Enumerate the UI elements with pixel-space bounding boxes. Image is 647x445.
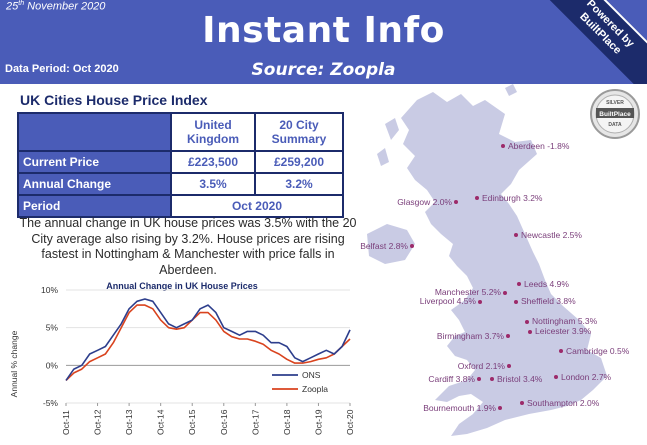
- northern-ireland-shape: [367, 224, 415, 264]
- city-dot: [410, 244, 414, 248]
- city-label: Bristol 3.4%: [497, 374, 543, 384]
- table-header-row: United Kingdom 20 City Summary: [17, 112, 344, 152]
- city-dot: [490, 377, 494, 381]
- city-label: London 2.7%: [561, 372, 612, 382]
- city-label: Belfast 2.8%: [360, 241, 408, 251]
- chart-series: [65, 298, 351, 381]
- chart-x-ticks: Oct-11 Oct-12 Oct-13 Oct-14 Oct-15 Oct-16 Oct-…: [61, 403, 355, 435]
- city-annual-change: 3.2%: [254, 172, 344, 196]
- city-label: Leicester 3.9%: [535, 326, 592, 336]
- city-dot: [517, 282, 521, 286]
- chart-x-tick-label: Oct-19: [313, 409, 323, 435]
- city-dot: [498, 406, 502, 410]
- chart-gridlines: [66, 289, 350, 404]
- city-dot: [525, 320, 529, 324]
- city-label: Cambridge 0.5%: [566, 346, 630, 356]
- seal-middle-text: BuiltPlace: [599, 111, 631, 118]
- chart-x-tick-label: Oct-16: [219, 409, 229, 435]
- city-label: Leeds 4.9%: [524, 279, 569, 289]
- column-header-20-city: 20 City Summary: [254, 112, 344, 152]
- data-period-label: Data Period: Oct 2020: [5, 63, 119, 75]
- city-dot: [514, 233, 518, 237]
- seal-bottom-text: DATA: [608, 122, 622, 128]
- city-label: Manchester 5.2%: [435, 287, 502, 297]
- chart-y-tick-label: 5%: [46, 323, 59, 333]
- city-label: Glasgow 2.0%: [397, 197, 452, 207]
- city-dot: [454, 200, 458, 204]
- chart-x-tick-label: Oct-15: [187, 409, 197, 435]
- chart-x-tick-label: Oct-11: [61, 410, 71, 435]
- chart-x-tick-label: Oct-13: [124, 409, 134, 435]
- column-header-uk: United Kingdom: [170, 112, 256, 152]
- legend-label-ons: ONS: [302, 370, 321, 380]
- uk-landmass: [367, 84, 607, 436]
- city-label: Southampton 2.0%: [527, 398, 600, 408]
- chart-x-tick-label: Oct-12: [93, 409, 103, 435]
- legend-label-zoopla: Zoopla: [302, 384, 328, 394]
- series-line-zoopla: [65, 304, 351, 381]
- uk-annual-change: 3.5%: [170, 172, 256, 196]
- page-title: Instant Info: [202, 10, 445, 51]
- table-row: Period Oct 2020: [17, 194, 344, 218]
- city-markers: Aberdeen -1.8% Glasgow 2.0% Edinburgh 3.2%…: [360, 141, 629, 413]
- source-label: Source: Zoopla: [251, 60, 396, 80]
- city-dot: [477, 377, 481, 381]
- seal-top-text: SILVER: [606, 100, 624, 106]
- city-dot: [475, 196, 479, 200]
- chart-legend: ONS Zoopla: [272, 370, 328, 394]
- chart-y-tick-label: 0%: [46, 360, 59, 370]
- section-heading: UK Cities House Price Index: [20, 92, 208, 108]
- city-dot: [503, 291, 507, 295]
- city-label: Birmingham 3.7%: [437, 331, 505, 341]
- city-label: Liverpool 4.5%: [420, 296, 477, 306]
- table-corner-cell: [17, 112, 172, 152]
- city-dot: [559, 349, 563, 353]
- city-label: Newcastle 2.5%: [521, 230, 582, 240]
- uk-city-map: SILVER BuiltPlace DATA Aberdeen -1.8% Gla…: [360, 84, 640, 436]
- city-label: Cardiff 3.8%: [428, 374, 475, 384]
- summary-text: The annual change in UK house prices was…: [19, 216, 357, 277]
- city-dot: [478, 300, 482, 304]
- city-label: Oxford 2.1%: [458, 361, 506, 371]
- chart-x-tick-label: Oct-14: [156, 409, 166, 435]
- city-dot: [554, 375, 558, 379]
- chart-title: Annual Change in UK House Prices: [106, 281, 258, 291]
- series-line-ons: [65, 298, 351, 381]
- chart-y-ticks: 10% 5% 0% -5%: [41, 285, 58, 408]
- city-label: Sheffield 3.8%: [521, 296, 576, 306]
- period-value: Oct 2020: [170, 194, 344, 218]
- city-label: Edinburgh 3.2%: [482, 193, 543, 203]
- table-row: Annual Change 3.5% 3.2%: [17, 172, 344, 196]
- header-banner: 25th November 2020 Instant Info Source: …: [0, 0, 647, 84]
- city-label: Bournemouth 1.9%: [423, 403, 496, 413]
- city-dot: [507, 364, 511, 368]
- city-label: Aberdeen -1.8%: [508, 141, 570, 151]
- report-date: 25th November 2020: [6, 0, 106, 13]
- city-current-price: £259,200: [254, 150, 344, 174]
- city-dot: [506, 334, 510, 338]
- row-label-current-price: Current Price: [17, 150, 172, 174]
- chart-x-tick-label: Oct-20: [345, 409, 355, 435]
- silver-data-seal: SILVER BuiltPlace DATA: [590, 89, 640, 139]
- city-dot: [520, 401, 524, 405]
- chart-y-tick-label: 10%: [41, 285, 58, 295]
- city-dot: [528, 330, 532, 334]
- chart-y-tick-label: -5%: [43, 398, 59, 408]
- city-label: Nottingham 5.3%: [532, 316, 598, 326]
- annual-change-chart: Annual Change in UK House Prices Annual …: [9, 281, 355, 435]
- city-dot: [514, 300, 518, 304]
- uk-current-price: £223,500: [170, 150, 256, 174]
- chart-x-tick-label: Oct-18: [282, 409, 292, 435]
- chart-y-axis-label: Annual % change: [9, 330, 19, 397]
- row-label-annual-change: Annual Change: [17, 172, 172, 196]
- row-label-period: Period: [17, 194, 172, 218]
- price-index-table: United Kingdom 20 City Summary Current P…: [17, 112, 344, 218]
- chart-x-tick-label: Oct-17: [250, 409, 260, 435]
- great-britain-shape: [401, 92, 607, 436]
- table-row: Current Price £223,500 £259,200: [17, 150, 344, 174]
- city-dot: [501, 144, 505, 148]
